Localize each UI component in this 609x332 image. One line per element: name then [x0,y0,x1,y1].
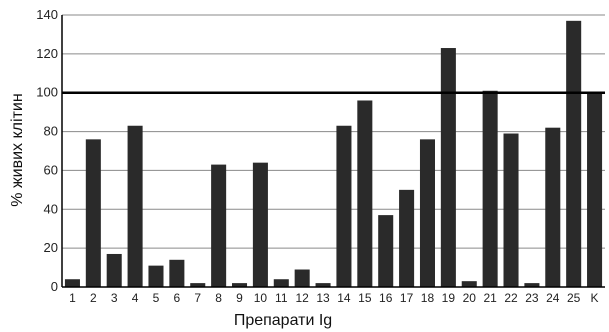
bar-2 [85,139,101,287]
bar-12 [294,269,310,287]
bar-1 [64,279,80,287]
y-tick-120: 120 [36,46,58,61]
x-tick-13: 13 [316,291,330,305]
x-tick-23: 23 [525,291,539,305]
x-tick-25: 25 [567,291,581,305]
bar-13 [315,283,331,287]
bar-11 [273,279,289,287]
bars [64,20,603,288]
x-tick-7: 7 [194,291,201,305]
x-tick-1: 1 [69,291,76,305]
bar-16 [378,215,394,287]
x-tick-6: 6 [174,291,181,305]
x-tick-24: 24 [546,291,560,305]
y-tick-80: 80 [44,124,58,139]
x-tick-16: 16 [379,291,393,305]
x-tick-4: 4 [132,291,139,305]
bar-20 [461,281,477,287]
x-tick-15: 15 [358,291,372,305]
y-tick-0: 0 [51,279,58,294]
x-tick-2: 2 [90,291,97,305]
bar-24 [545,127,561,287]
bar-10 [252,162,268,287]
x-tick-21: 21 [483,291,497,305]
x-tick-12: 12 [295,291,309,305]
x-tick-20: 20 [463,291,477,305]
y-tick-20: 20 [44,240,58,255]
x-tick-3: 3 [111,291,118,305]
bar-5 [148,265,164,287]
x-tick-labels: 1 2 3 4 5 6 7 8 9 10 11 12 13 14 15 16 17 18 19 20 21 22 23 24 2… [69,291,598,305]
x-tick-8: 8 [215,291,222,305]
bar-14 [336,125,352,287]
grid-lines [62,14,605,249]
bar-17 [399,189,415,287]
bar-6 [169,259,185,287]
y-axis-title: % живих клітин [9,93,26,206]
x-tick-22: 22 [504,291,518,305]
y-tick-labels: 0 20 40 60 80 100 120 140 [36,7,58,294]
x-tick-K: K [591,291,599,305]
bar-21 [482,90,498,288]
bar-23 [524,283,540,287]
x-tick-18: 18 [421,291,435,305]
bar-22 [503,133,519,287]
x-axis-title: Препарати Ig [234,312,332,329]
x-tick-11: 11 [275,291,288,305]
bar-19 [440,48,456,288]
bar-4 [127,125,143,287]
x-tick-5: 5 [153,291,160,305]
x-tick-14: 14 [337,291,351,305]
x-tick-9: 9 [236,291,243,305]
bar-9 [232,283,248,287]
bar-8 [211,164,227,287]
bar-3 [106,253,122,287]
y-tick-100: 100 [36,85,58,100]
bar-18 [419,139,435,287]
bar-25 [566,20,582,287]
x-tick-19: 19 [442,291,456,305]
y-tick-60: 60 [44,162,58,177]
y-tick-140: 140 [36,7,58,22]
bar-7 [190,283,206,287]
bar-K [587,92,603,287]
x-tick-17: 17 [400,291,414,305]
y-tick-40: 40 [44,201,58,216]
bar-15 [357,100,373,287]
x-tick-10: 10 [254,291,268,305]
